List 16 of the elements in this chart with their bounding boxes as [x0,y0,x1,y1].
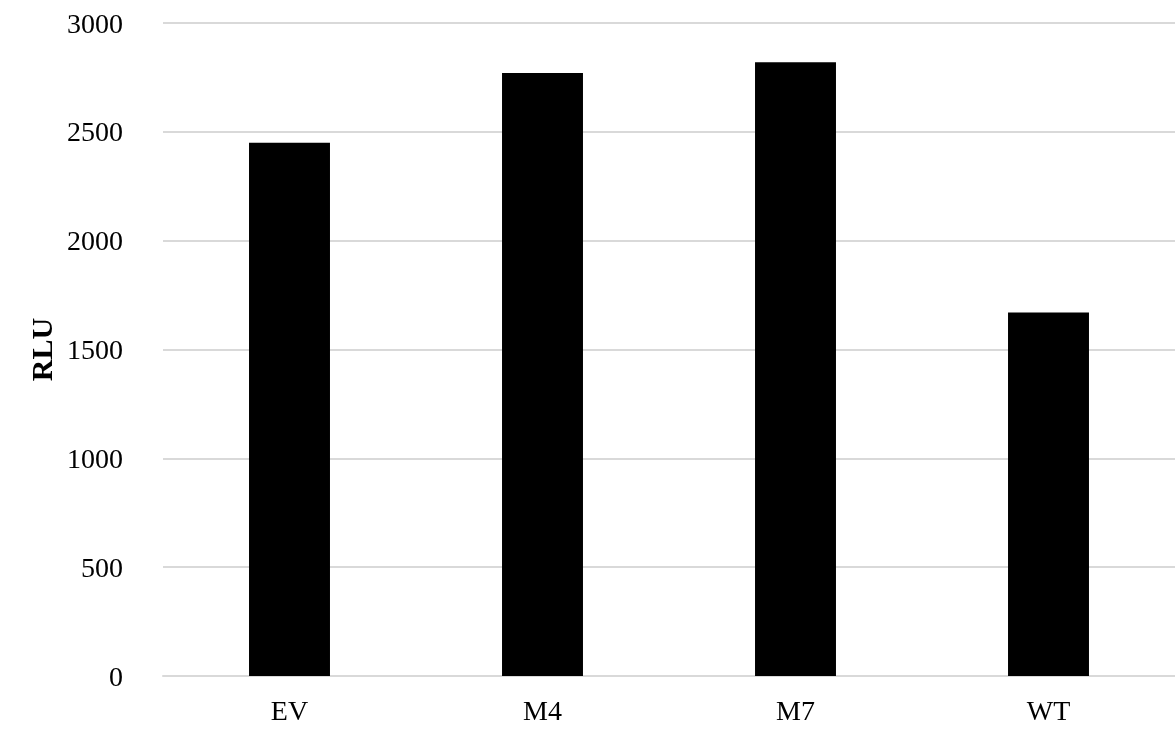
bar [1008,312,1089,676]
y-tick-label: 3000 [67,7,123,39]
y-axis-title: RLU [24,317,58,382]
y-tick-label: 2500 [67,116,123,148]
y-tick-label: 2000 [67,225,123,257]
x-tick-label: EV [270,694,309,726]
bar [249,142,330,676]
bar [755,62,836,676]
y-tick-label: 1500 [67,334,123,365]
y-tick-label: 0 [109,660,123,692]
x-tick-label: M4 [523,694,562,726]
bar [502,73,583,676]
y-tick-label: 500 [81,551,123,583]
x-tick-label: WT [1026,694,1071,726]
x-tick-label: M7 [776,694,815,726]
y-tick-label: 1000 [67,442,123,474]
